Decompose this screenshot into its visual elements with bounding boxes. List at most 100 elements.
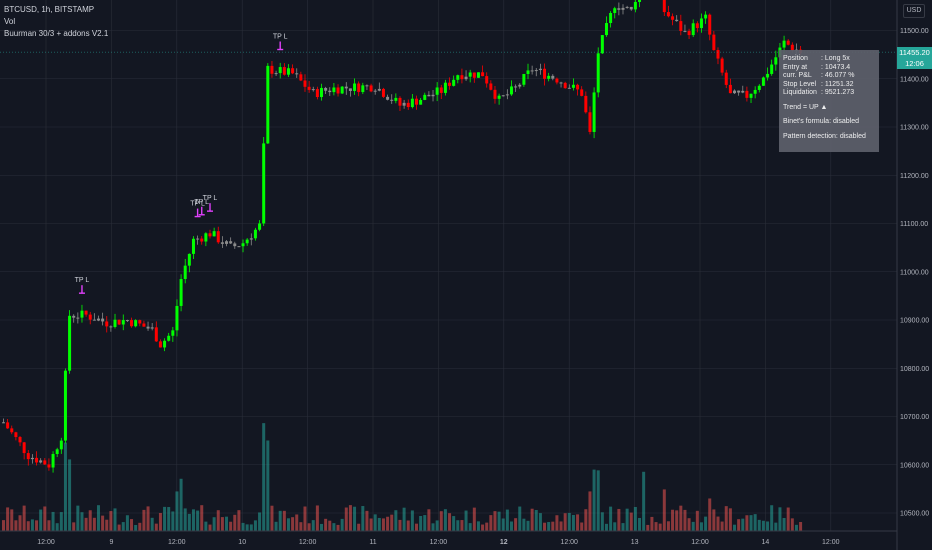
volume-bar xyxy=(402,507,406,531)
volume-bar xyxy=(551,521,555,531)
candle-body xyxy=(633,1,637,10)
volume-bar xyxy=(629,512,633,531)
symbol-title[interactable]: BTCUSD, 1h, BITSTAMP xyxy=(4,5,95,14)
volume-bar xyxy=(179,478,183,531)
candle-body xyxy=(526,70,530,74)
volume-bar xyxy=(109,511,113,531)
volume-bar xyxy=(76,505,80,531)
volume-bar xyxy=(361,506,365,531)
volume-bar xyxy=(105,519,109,531)
candle-body xyxy=(679,21,683,31)
candle-body xyxy=(704,14,708,19)
candle-body xyxy=(357,83,361,93)
candle-body xyxy=(481,72,485,77)
candle-body xyxy=(14,432,18,438)
candle-body xyxy=(340,86,344,94)
volume-bar xyxy=(282,510,286,531)
candle-body xyxy=(410,98,414,108)
candle-body xyxy=(790,44,794,51)
candle-body xyxy=(538,68,542,71)
candle-body xyxy=(753,89,757,94)
price-tick-label: 10900.00 xyxy=(900,318,929,325)
time-axis[interactable]: 12:00 9 12:00 10 12:00 11 12:00 12 12:00 13 12:00 1… xyxy=(0,530,897,546)
price-tick-label: 10800.00 xyxy=(900,366,929,373)
volume-bar xyxy=(509,521,513,531)
candle-body xyxy=(431,94,435,97)
volume-bar xyxy=(604,523,608,531)
candle-body xyxy=(328,90,332,93)
volume-bar xyxy=(237,510,241,531)
candle-body xyxy=(592,92,596,132)
volume-bar xyxy=(737,519,741,531)
volume-bar xyxy=(324,518,328,531)
volume-bar xyxy=(303,506,307,531)
candle-body xyxy=(92,319,96,321)
volume-bar xyxy=(307,523,311,531)
volume-indicator-label[interactable]: Vol xyxy=(4,17,16,26)
tp-label: TP L xyxy=(190,201,205,208)
candle-body xyxy=(472,72,476,78)
volume-bar xyxy=(596,470,600,531)
candle-body xyxy=(278,67,282,74)
volume-bar xyxy=(580,522,584,531)
volume-bar xyxy=(427,509,431,531)
price-axis[interactable]: 10500.00 10600.00 10700.00 10800.00 10900.00… xyxy=(896,0,932,550)
volume-bar xyxy=(353,506,357,531)
candle-body xyxy=(369,85,373,92)
volume-bar xyxy=(687,518,691,531)
candle-body xyxy=(270,65,274,74)
volume-bar xyxy=(757,519,761,531)
volume-bar xyxy=(138,522,142,531)
candle-body xyxy=(468,72,472,77)
candle-body xyxy=(621,7,625,10)
indicator-label[interactable]: Buurman 30/3 + addons V2.1 xyxy=(4,29,109,38)
candle-body xyxy=(613,8,617,13)
volume-bar xyxy=(26,521,30,531)
candle-body xyxy=(59,440,63,450)
candle-body xyxy=(39,460,43,463)
candle-body xyxy=(766,73,770,78)
candle-body xyxy=(402,102,406,106)
volume-bar xyxy=(439,511,443,531)
liquidation-key: Liquidation xyxy=(783,89,817,96)
candle-body xyxy=(737,90,741,93)
volume-bar xyxy=(431,523,435,531)
candle-body xyxy=(125,320,129,322)
volume-bar xyxy=(43,506,47,531)
liquidation-value: : 9521.273 xyxy=(821,89,855,96)
currency-button[interactable]: USD xyxy=(903,4,925,18)
volume-bar xyxy=(646,524,650,531)
volume-bar xyxy=(679,505,683,531)
candle-body xyxy=(443,82,447,93)
candle-body xyxy=(745,90,749,98)
volume-bar xyxy=(778,507,782,531)
volume-bar xyxy=(472,507,476,531)
volume-bar xyxy=(576,514,580,531)
volume-bar xyxy=(245,524,249,531)
candle-body xyxy=(415,98,418,105)
volume-bar xyxy=(514,518,518,531)
candle-body xyxy=(617,8,621,10)
trend-text: Trend = UP ▲ xyxy=(783,103,828,111)
candle-body xyxy=(497,95,501,99)
volume-bar xyxy=(704,516,708,531)
candle-body xyxy=(163,340,167,348)
volume-bar xyxy=(741,518,745,531)
candle-body xyxy=(691,23,695,36)
candle-body xyxy=(109,326,113,328)
candle-body xyxy=(476,72,480,78)
candle-body xyxy=(208,233,212,237)
volume-bar xyxy=(786,507,790,531)
candle-body xyxy=(183,265,187,280)
candle-body xyxy=(365,85,369,87)
chart-legend: BTCUSD, 1h, BITSTAMP Vol Buurman 30/3 + … xyxy=(4,4,108,40)
pnl-key: curr. P&L xyxy=(783,72,812,79)
candle-body xyxy=(761,77,765,86)
candle-body xyxy=(456,75,460,80)
candle-body xyxy=(22,442,26,454)
volume-bar xyxy=(588,491,592,531)
volume-bar xyxy=(555,515,559,531)
candle-body xyxy=(518,84,522,87)
time-tick-label: 13 xyxy=(631,539,639,546)
